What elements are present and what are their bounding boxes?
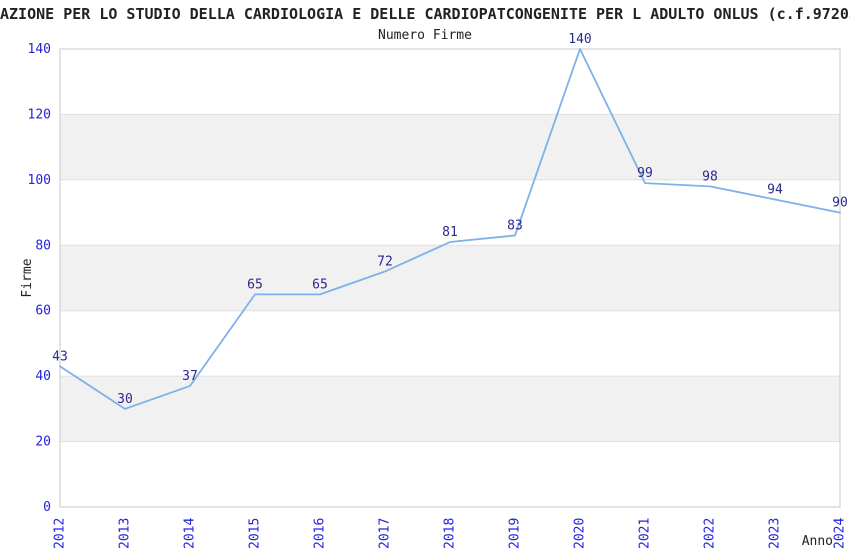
data-label: 81 <box>442 225 458 240</box>
firme-line <box>59 48 841 410</box>
data-label: 83 <box>507 218 523 233</box>
x-tick-label: 2022 <box>703 518 718 549</box>
y-tick-label: 40 <box>35 369 51 384</box>
x-tick-label: 2013 <box>118 518 133 549</box>
data-label: 43 <box>52 349 68 364</box>
y-tick-label: 100 <box>28 173 51 188</box>
x-tick-label: 2015 <box>248 518 263 549</box>
data-label: 140 <box>568 32 591 47</box>
data-labels: 43 30 37 65 65 72 81 83 140 99 98 94 90 <box>52 32 848 407</box>
x-tick-label: 2020 <box>573 518 588 549</box>
data-label: 90 <box>832 196 848 211</box>
x-tick-label: 2016 <box>313 518 328 549</box>
x-tick-label: 2024 <box>833 518 848 549</box>
data-label: 94 <box>767 182 783 197</box>
data-label: 37 <box>182 369 198 384</box>
plot-band <box>60 245 840 311</box>
y-tick-labels: 0 20 40 60 80 100 120 140 <box>28 42 51 515</box>
data-label: 99 <box>637 166 653 181</box>
x-tick-label: 2019 <box>508 518 523 549</box>
y-tick-label: 120 <box>28 107 51 122</box>
x-tick-labels: 2012 2013 2014 2015 2016 2017 2018 2019 2020 2021… <box>53 518 848 549</box>
plot-band <box>60 376 840 442</box>
data-label: 30 <box>117 392 133 407</box>
data-label: 98 <box>702 169 718 184</box>
data-label: 65 <box>312 277 328 292</box>
plot-border-rect <box>59 48 841 508</box>
y-axis-title: Firme <box>20 258 35 298</box>
x-tick-label: 2018 <box>443 518 458 549</box>
chart-title: AZIONE PER LO STUDIO DELLA CARDIOLOGIA E… <box>0 5 850 23</box>
y-tick-label: 60 <box>35 304 51 319</box>
y-tick-label: 140 <box>28 42 51 57</box>
data-label: 65 <box>247 277 263 292</box>
plot-border <box>59 48 841 508</box>
x-tick-label: 2023 <box>768 518 783 549</box>
data-line-group <box>59 48 841 410</box>
chart-subtitle: Numero Firme <box>378 28 472 43</box>
y-tick-label: 20 <box>35 435 51 450</box>
x-tick-label: 2014 <box>183 518 198 549</box>
x-tick-label: 2017 <box>378 518 393 549</box>
plot-band <box>60 114 840 180</box>
plot-bands <box>60 114 840 442</box>
x-tick-label: 2012 <box>53 518 68 549</box>
y-tick-label: 80 <box>35 238 51 253</box>
x-tick-label: 2021 <box>638 518 653 549</box>
x-axis-title: Anno <box>801 534 833 549</box>
y-tick-label: 0 <box>43 500 51 515</box>
data-label: 72 <box>377 254 393 269</box>
